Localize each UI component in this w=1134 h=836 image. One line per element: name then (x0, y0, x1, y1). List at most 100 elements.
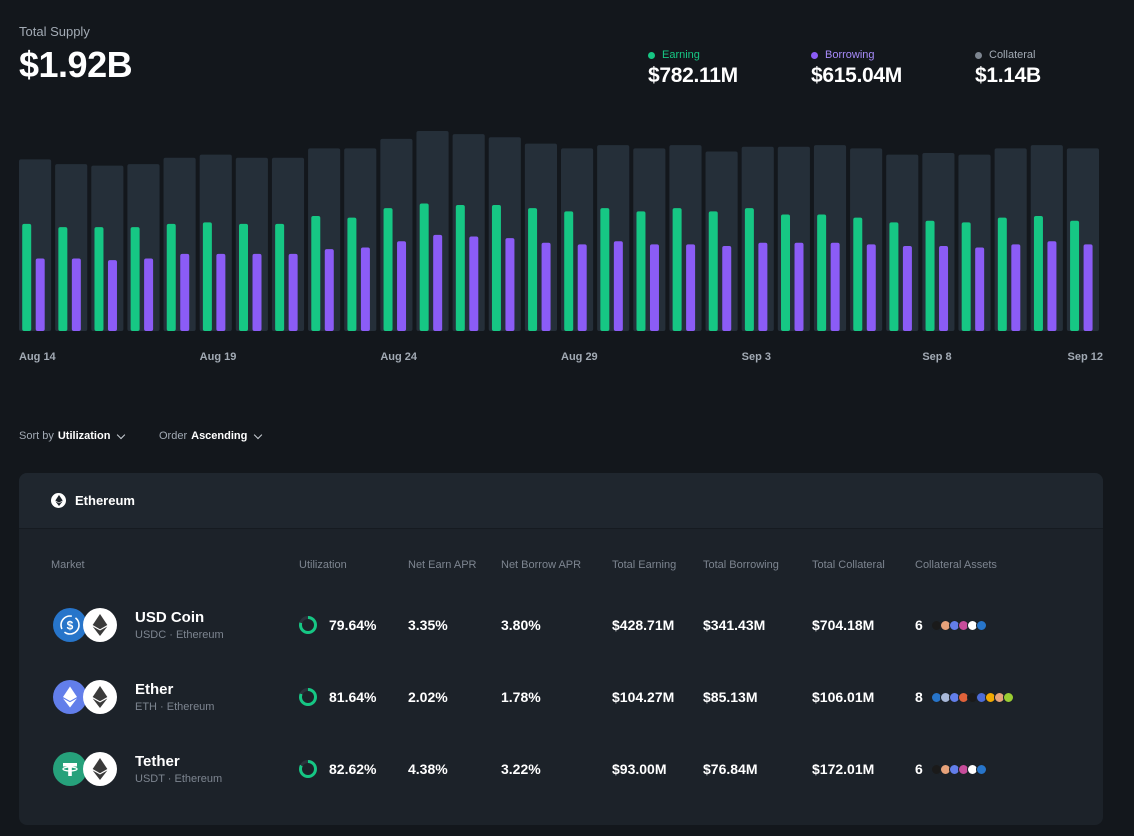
collateral-asset-icon (975, 763, 987, 775)
order-value: Ascending (191, 430, 248, 442)
earning-bar (419, 203, 429, 331)
earning-bar (22, 223, 32, 331)
borrowing-label: Borrowing (825, 49, 875, 61)
borrowing-bar (830, 242, 840, 331)
borrowing-bar (975, 247, 985, 331)
ethereum-icon (83, 608, 117, 642)
borrowing-bar (939, 245, 949, 331)
network-header: Ethereum (19, 473, 1103, 529)
collateral-count: 6 (915, 761, 923, 777)
market-subtitle: USDC · Ethereum (135, 629, 224, 641)
borrowing-dot-icon (811, 51, 818, 59)
utilization-cell: 82.62% (299, 733, 376, 805)
network-name: Ethereum (75, 493, 135, 508)
header-market: Market (51, 559, 85, 571)
market-row-eth[interactable]: Ether ETH · Ethereum 81.64% 2.02% 1.78% … (19, 661, 1103, 733)
market-subtitle: USDT · Ethereum (135, 773, 223, 785)
earning-bar (491, 205, 501, 331)
earning-bar (130, 227, 140, 331)
market-icons (53, 733, 117, 805)
ether-icon (53, 680, 87, 714)
borrowing-bar (722, 245, 732, 331)
x-tick-label: Sep 3 (742, 351, 771, 363)
earning-bar (202, 222, 212, 331)
total-supply-label: Total Supply (19, 24, 90, 39)
earning-bar (275, 223, 285, 331)
borrowing-value: $615.04M (811, 64, 903, 87)
market-row-usdc[interactable]: $ USD Coin USDC · Ethereum 79.64% 3.35% … (19, 589, 1103, 661)
utilization-value: 79.64% (329, 617, 377, 633)
collateral-count: 6 (915, 617, 923, 633)
collateral-asset-icons (930, 763, 987, 775)
collateral-assets-cell: 6 (915, 589, 987, 661)
earning-bar (889, 222, 899, 331)
borrowing-bar (288, 253, 298, 331)
market-name: USD Coin (135, 609, 205, 626)
borrowing-bar (252, 253, 262, 331)
total-earning: $428.71M (612, 617, 675, 633)
markets-panel: Ethereum Market Utilization Net Earn APR… (19, 473, 1103, 825)
sort-value: Utilization (57, 430, 111, 442)
borrowing-bar (866, 244, 876, 331)
x-tick-label: Sep 12 (1068, 351, 1103, 363)
market-name-cell: USD Coin USDC · Ethereum (135, 589, 224, 661)
collateral-label: Collateral (989, 49, 1036, 61)
header-total-collateral: Total Collateral (812, 559, 885, 571)
earning-bar (817, 214, 827, 331)
net-borrow-apr: 1.78% (501, 689, 541, 705)
utilization-cell: 79.64% (299, 589, 376, 661)
utilization-value: 82.62% (329, 761, 377, 777)
total-collateral: $704.18M (812, 617, 875, 633)
earning-bar (708, 211, 718, 331)
earning-bar (455, 205, 465, 331)
collateral-dot-icon (975, 51, 982, 59)
borrowing-bar (902, 245, 912, 331)
borrowing-bar (144, 258, 154, 331)
borrowing-bar (794, 242, 804, 331)
borrowing-legend: Borrowing (811, 49, 902, 61)
total-borrowing: $76.84M (703, 761, 758, 777)
collateral-assets-cell: 6 (915, 733, 987, 805)
borrowing-bar (541, 242, 551, 331)
order-label: Order (159, 430, 188, 442)
header-net-earn-apr: Net Earn APR (408, 559, 477, 571)
collateral-assets-cell: 8 (915, 661, 1014, 733)
earning-bar (94, 227, 104, 331)
collateral-asset-icon (1002, 691, 1014, 703)
collateral-asset-icons (930, 619, 987, 631)
earning-bar (744, 208, 754, 331)
earning-bar (311, 216, 321, 331)
borrowing-bar (180, 253, 190, 331)
total-earning: $104.27M (612, 689, 675, 705)
borrowing-bar (35, 258, 45, 331)
borrowing-bar (216, 253, 226, 331)
ethereum-icon (51, 493, 66, 508)
chevron-down-icon (254, 430, 263, 439)
total-borrowing: $85.13M (703, 689, 758, 705)
borrowing-bar (107, 260, 117, 331)
market-row-usdt[interactable]: Tether USDT · Ethereum 82.62% 4.38% 3.22… (19, 733, 1103, 805)
borrowing-bar (577, 244, 587, 331)
sort-dropdown[interactable]: Sort by Utilization (19, 430, 126, 442)
usdc-icon: $ (53, 608, 87, 642)
earning-bar (1070, 220, 1080, 331)
total-collateral: $172.01M (812, 761, 875, 777)
order-dropdown[interactable]: Order Ascending (159, 430, 263, 442)
total-collateral: $106.01M (812, 689, 875, 705)
ethereum-icon (83, 680, 117, 714)
sort-label: Sort by (19, 430, 54, 442)
total-borrowing: $341.43M (703, 617, 766, 633)
header-net-borrow-apr: Net Borrow APR (501, 559, 582, 571)
earning-bar (961, 222, 971, 331)
header-utilization: Utilization (299, 559, 347, 571)
borrowing-bar (505, 238, 515, 331)
market-name: Ether (135, 681, 174, 698)
borrowing-bar (613, 241, 623, 331)
net-earn-apr: 2.02% (408, 689, 448, 705)
total-supply-value: $1.92B (19, 44, 133, 85)
market-icons (53, 661, 117, 733)
utilization-cell: 81.64% (299, 661, 376, 733)
earning-bar (781, 214, 791, 331)
market-icons: $ (53, 589, 117, 661)
earning-stat: Earning $782.11M (648, 49, 738, 88)
